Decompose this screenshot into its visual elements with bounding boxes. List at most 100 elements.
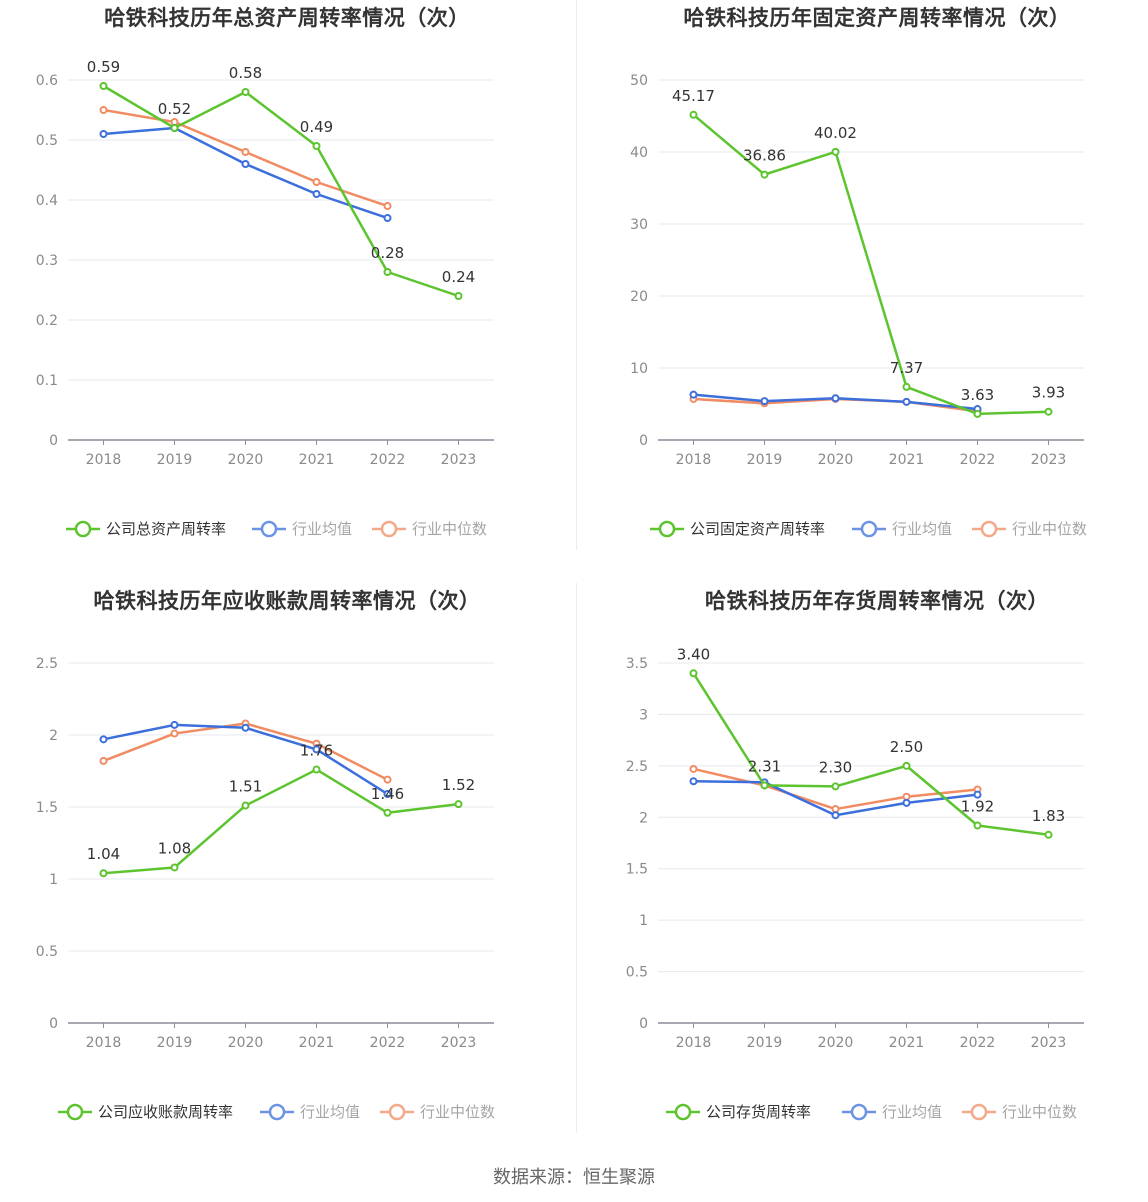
data-point (902, 761, 911, 770)
data-point (99, 106, 108, 114)
data-point (312, 178, 321, 186)
data-label: 45.17 (672, 87, 715, 105)
legend-label: 行业均值 (292, 520, 352, 538)
legend-item: 行业均值 (252, 520, 352, 538)
chart-receivables-turnover: 哈铁科技历年应收账款周转率情况（次） 0 0.5 1 1.5 2 2.5 2018 2019 2… (0, 583, 574, 1166)
data-label: 0.58 (229, 64, 262, 82)
data-label: 1.08 (158, 839, 191, 857)
y-tick-label: 50 (630, 73, 648, 89)
data-label: 0.28 (371, 244, 404, 262)
x-tick-label: 2020 (818, 1035, 854, 1051)
series-line-company (103, 768, 459, 875)
y-tick-label: 2.5 (36, 656, 58, 672)
y-tick-label: 0.6 (36, 73, 58, 89)
legend-label: 公司总资产周转率 (106, 520, 226, 538)
data-point (170, 863, 179, 872)
data-point (831, 147, 840, 156)
y-tick-label: 1.5 (36, 800, 58, 816)
legend-marker (380, 520, 398, 538)
data-point (689, 390, 698, 399)
legend-marker (74, 520, 92, 538)
x-tick-label: 2020 (228, 1035, 264, 1051)
y-tick-label: 0 (49, 433, 58, 449)
chart-inventory-turnover: 哈铁科技历年存货周转率情况（次） 0 0.5 1 1.5 2 2.5 3 3.5 2018 201… (590, 583, 1148, 1166)
x-tick-label: 2022 (370, 1035, 406, 1051)
data-point (241, 160, 250, 168)
data-point (831, 811, 840, 820)
x-tick-label: 2019 (157, 1035, 193, 1051)
data-point (312, 190, 321, 198)
data-point (831, 394, 840, 403)
y-tick-label: 0.2 (36, 313, 58, 329)
x-tick-label: 2021 (299, 452, 335, 468)
legend-marker (260, 520, 278, 538)
legend-marker (268, 1103, 286, 1121)
y-tick-label: 0 (49, 1016, 58, 1032)
data-point (454, 292, 463, 300)
data-label: 3.40 (677, 645, 710, 663)
data-point (383, 808, 392, 817)
data-point (383, 790, 392, 799)
data-point (689, 764, 698, 773)
data-label: 36.86 (743, 147, 786, 165)
legend-item: 行业均值 (852, 520, 952, 538)
legend-label: 行业中位数 (1002, 1103, 1077, 1121)
data-point (760, 170, 769, 179)
data-point (689, 110, 698, 119)
panel-divider-bottom (576, 583, 577, 1133)
data-label: 1.04 (87, 845, 120, 863)
data-point (689, 669, 698, 678)
data-point (1044, 407, 1053, 416)
data-point (689, 777, 698, 786)
x-tick-label: 2021 (889, 1035, 925, 1051)
data-point (902, 382, 911, 391)
data-point (170, 720, 179, 729)
data-point (973, 821, 982, 830)
chart-svg: 0 10 20 30 40 50 2018 2019 2020 2021 2022 2023 45.17… (630, 73, 1087, 538)
data-point (99, 869, 108, 878)
x-tick-label: 2022 (370, 452, 406, 468)
legend-label: 行业均值 (882, 1103, 942, 1121)
data-point (973, 790, 982, 799)
legend-marker (674, 1103, 692, 1121)
data-point (383, 202, 392, 210)
data-point (454, 800, 463, 809)
y-tick-label: 3 (639, 707, 648, 723)
data-label: 0.24 (442, 268, 475, 286)
legend-marker (66, 1103, 84, 1121)
y-tick-label: 20 (630, 289, 648, 305)
data-source: 数据来源：恒生聚源 (493, 1167, 655, 1188)
legend-item: 公司固定资产周转率 (650, 520, 825, 538)
y-tick-label: 1.5 (626, 862, 648, 878)
data-point (383, 775, 392, 784)
y-tick-label: 3.5 (626, 656, 648, 672)
y-tick-label: 2.5 (626, 759, 648, 775)
x-tick-label: 2018 (676, 1035, 712, 1051)
x-tick-label: 2019 (747, 452, 783, 468)
y-tick-label: 0 (639, 433, 648, 449)
y-tick-label: 1 (49, 872, 58, 888)
legend-label: 行业中位数 (1012, 520, 1087, 538)
data-point (1044, 830, 1053, 839)
x-tick-label: 2020 (228, 452, 264, 468)
x-tick-label: 2019 (157, 452, 193, 468)
x-tick-label: 2023 (1031, 452, 1067, 468)
x-tick-label: 2021 (889, 452, 925, 468)
legend-label: 公司固定资产周转率 (690, 520, 825, 538)
legend-item: 公司总资产周转率 (66, 520, 226, 538)
series-line-median (103, 108, 388, 208)
data-label: 1.51 (229, 778, 262, 796)
y-tick-label: 0.5 (626, 965, 648, 981)
data-point (99, 756, 108, 765)
data-point (241, 723, 250, 732)
legend-marker (980, 520, 998, 538)
data-label: 7.37 (890, 359, 923, 377)
data-point (170, 124, 179, 132)
data-point (99, 82, 108, 90)
chart-total-asset-turnover: 哈铁科技历年总资产周转率情况（次） 0 0.1 0.2 0.3 0.4 0.5 0.6 201… (0, 0, 574, 583)
y-tick-label: 2 (639, 810, 648, 826)
y-tick-label: 0.4 (36, 193, 58, 209)
legend-label: 行业均值 (892, 520, 952, 538)
y-tick-label: 30 (630, 217, 648, 233)
data-point (383, 268, 392, 276)
